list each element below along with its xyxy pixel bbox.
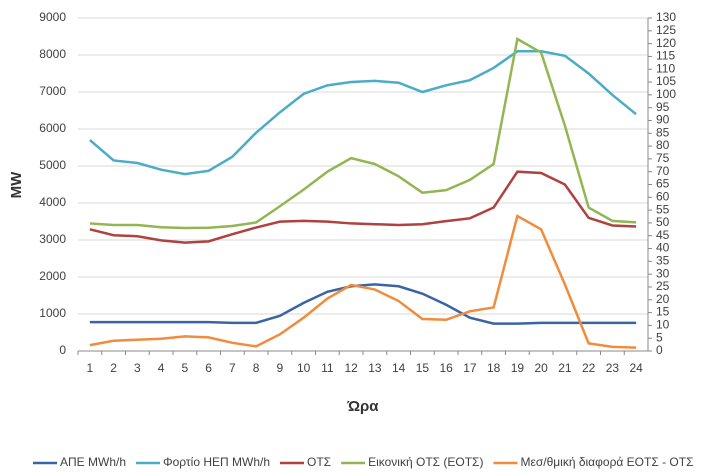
y2-tick-label: 5	[656, 330, 663, 344]
legend-label: Εικονική ΟΤΣ (ΕΟΤΣ)	[368, 455, 483, 469]
x-tick-label: 23	[606, 361, 620, 375]
y2-tick-label: 80	[656, 138, 670, 152]
x-tick-label: 21	[558, 361, 572, 375]
x-tick-label: 11	[321, 361, 334, 375]
y2-tick-label: 55	[656, 202, 670, 216]
x-tick-label: 15	[416, 361, 430, 375]
x-tick-label: 14	[392, 361, 406, 375]
y2-tick-label: 15	[656, 305, 670, 319]
y2-tick-label: 100	[656, 87, 676, 101]
x-tick-label: 3	[134, 361, 141, 375]
x-tick-label: 20	[534, 361, 548, 375]
x-tick-label: 22	[582, 361, 596, 375]
x-tick-label: 13	[368, 361, 382, 375]
x-tick-label: 12	[344, 361, 358, 375]
x-tick-label: 4	[158, 361, 165, 375]
y-tick-label: 6000	[39, 121, 66, 135]
y-tick-label: 1000	[39, 306, 66, 320]
x-tick-label: 24	[629, 361, 643, 375]
x-tick-label: 1	[87, 361, 94, 375]
y2-tick-label: 85	[656, 125, 670, 139]
y2-tick-label: 90	[656, 113, 670, 127]
x-tick-label: 10	[297, 361, 311, 375]
y2-tick-label: 10	[656, 318, 670, 332]
y-tick-label: 5000	[39, 158, 66, 172]
x-tick-label: 2	[110, 361, 117, 375]
y2-tick-label: 120	[656, 36, 676, 50]
legend-label: ΑΠΕ MWh/h	[60, 455, 126, 469]
y2-tick-label: 110	[656, 61, 675, 75]
y2-tick-label: 0	[656, 343, 663, 357]
y2-tick-label: 95	[656, 100, 670, 114]
x-tick-label: 19	[511, 361, 525, 375]
legend-label: Μεσ/θμική διαφορά ΕΟΤΣ - ΟΤΣ	[520, 455, 693, 469]
y2-tick-label: 60	[656, 189, 670, 203]
y-tick-label: 4000	[39, 195, 66, 209]
x-tick-label: 5	[182, 361, 189, 375]
legend-label: ΟΤΣ	[307, 455, 331, 469]
y2-tick-label: 50	[656, 215, 670, 229]
x-tick-label: 17	[463, 361, 477, 375]
x-tick-label: 8	[253, 361, 260, 375]
series-line	[89, 214, 637, 349]
y2-tick-label: 70	[656, 164, 670, 178]
y2-tick-label: 130	[656, 10, 676, 24]
x-tick-label: 16	[439, 361, 453, 375]
y2-tick-label: 115	[656, 49, 675, 63]
y2-tick-label: 25	[656, 279, 670, 293]
y-tick-label: 3000	[39, 232, 66, 246]
x-tick-label: 18	[487, 361, 501, 375]
series-line	[89, 283, 637, 325]
y2-tick-label: 30	[656, 266, 670, 280]
x-tick-label: 9	[277, 361, 284, 375]
y2-tick-label: 20	[656, 292, 670, 306]
series-line	[89, 37, 637, 230]
y2-tick-label: 65	[656, 177, 670, 191]
x-axis-label: Ώρα	[346, 398, 379, 415]
y2-tick-label: 125	[656, 23, 676, 37]
series-line	[89, 50, 637, 176]
legend-label: Φορτίο ΗΕΠ MWh/h	[163, 455, 270, 469]
y-tick-label: 2000	[39, 269, 66, 283]
y-axis-label: MW	[8, 171, 25, 198]
y-tick-label: 8000	[39, 47, 66, 61]
y-tick-label: 0	[59, 343, 66, 357]
x-tick-label: 7	[229, 361, 236, 375]
y2-tick-label: 75	[656, 151, 670, 165]
y-tick-label: 9000	[39, 10, 66, 24]
series-line	[89, 170, 637, 244]
y2-tick-label: 40	[656, 241, 670, 255]
y2-tick-label: 35	[656, 254, 670, 268]
y2-tick-label: 105	[656, 74, 676, 88]
x-tick-label: 6	[205, 361, 212, 375]
y2-tick-label: 45	[656, 228, 670, 242]
y-tick-label: 7000	[39, 84, 66, 98]
